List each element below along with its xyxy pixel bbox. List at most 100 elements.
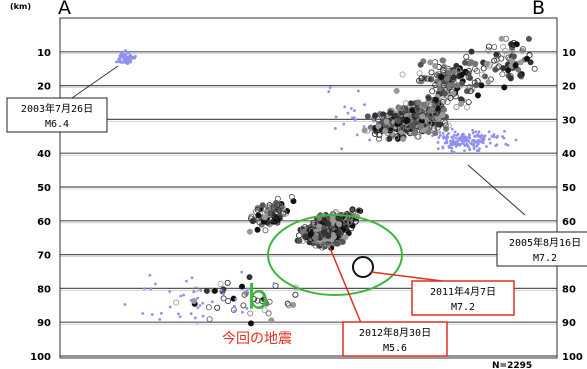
point-gray [474, 92, 481, 99]
point-gray [393, 134, 400, 141]
point-gray [364, 127, 371, 134]
leader-2005 [467, 164, 526, 216]
point-gray [462, 68, 469, 75]
point-gray [515, 66, 522, 73]
point-blue [117, 59, 121, 63]
point-gray [375, 135, 382, 142]
point-gray [275, 207, 282, 214]
point-gray [480, 65, 487, 72]
point-blue [127, 51, 130, 55]
point-gray [444, 75, 451, 82]
profile-end-b: B [532, 0, 545, 19]
point-gray [402, 100, 409, 107]
point-gray [468, 59, 475, 66]
point-gray [425, 115, 432, 122]
point-gray [173, 299, 180, 306]
point-gray [467, 88, 474, 95]
point-gray [478, 82, 485, 89]
point-gray [445, 69, 452, 76]
point-gray [415, 99, 422, 106]
point-blue [492, 133, 496, 136]
point-blue [474, 134, 477, 138]
point-blue [342, 122, 346, 126]
point-gray [393, 87, 400, 94]
point-gray [265, 310, 272, 317]
point-blue [445, 139, 449, 143]
point-blue [463, 135, 467, 139]
point-blue [441, 146, 445, 150]
point-blue [346, 111, 350, 115]
point-blue [352, 116, 356, 120]
point-blue [150, 313, 154, 316]
point-gray [371, 130, 378, 137]
point-blue [454, 144, 458, 148]
point-blue [134, 54, 137, 58]
point-blue [471, 131, 475, 135]
point-gray [517, 72, 524, 79]
point-gray [527, 59, 534, 66]
point-blue [450, 149, 454, 153]
point-gray [270, 204, 277, 211]
point-blue [504, 142, 508, 146]
point-gray [249, 218, 256, 225]
y-tick-label-right: 20 [562, 82, 576, 93]
point-blue [441, 131, 445, 135]
point-blue [141, 312, 145, 315]
point-gray [503, 52, 510, 59]
point-blue [176, 312, 180, 316]
point-blue [488, 141, 492, 145]
point-gray [259, 297, 266, 304]
point-blue [501, 135, 504, 138]
annotation-2012-date: 2012年8月30日 [359, 326, 431, 339]
point-gray [463, 104, 470, 111]
y-tick-label-right: 90 [562, 318, 576, 329]
point-gray [240, 302, 247, 309]
point-blue [192, 290, 196, 294]
point-gray [292, 291, 299, 298]
point-gray [262, 210, 269, 217]
point-gray [485, 43, 492, 50]
point-blue [243, 291, 247, 294]
point-gray [409, 107, 416, 114]
point-blue [463, 143, 467, 146]
point-blue [460, 139, 464, 142]
point-gray [346, 219, 353, 226]
point-gray [272, 282, 279, 289]
point-blue [350, 116, 354, 120]
point-blue [219, 288, 223, 292]
point-blue [353, 109, 356, 112]
point-gray [254, 226, 261, 233]
point-blue [443, 141, 447, 145]
point-blue [198, 304, 202, 307]
point-gray [427, 59, 434, 66]
point-gray [491, 43, 498, 50]
point-gray [432, 75, 439, 82]
point-blue [451, 135, 455, 139]
point-gray [439, 57, 446, 64]
point-blue [272, 281, 276, 285]
point-blue [125, 56, 129, 60]
point-blue [233, 304, 236, 308]
point-blue [436, 147, 440, 150]
point-gray [262, 227, 269, 234]
point-blue [447, 144, 451, 148]
point-gray [417, 61, 424, 68]
point-blue [233, 309, 237, 313]
point-gray [450, 74, 457, 81]
point-gray [383, 118, 390, 125]
point-gray [271, 202, 278, 209]
annotation-2005-date: 2005年8月16日 [509, 236, 581, 249]
point-gray [271, 217, 278, 224]
point-gray [466, 84, 473, 91]
point-gray [455, 67, 462, 74]
point-blue [463, 149, 466, 153]
point-blue [333, 127, 337, 130]
point-gray [531, 65, 538, 72]
point-blue [451, 138, 455, 142]
point-blue [241, 310, 244, 314]
point-blue [158, 317, 162, 321]
point-blue [201, 314, 205, 318]
point-blue [357, 89, 360, 93]
mainshock-2011-marker [352, 256, 374, 278]
point-gray [394, 133, 401, 140]
